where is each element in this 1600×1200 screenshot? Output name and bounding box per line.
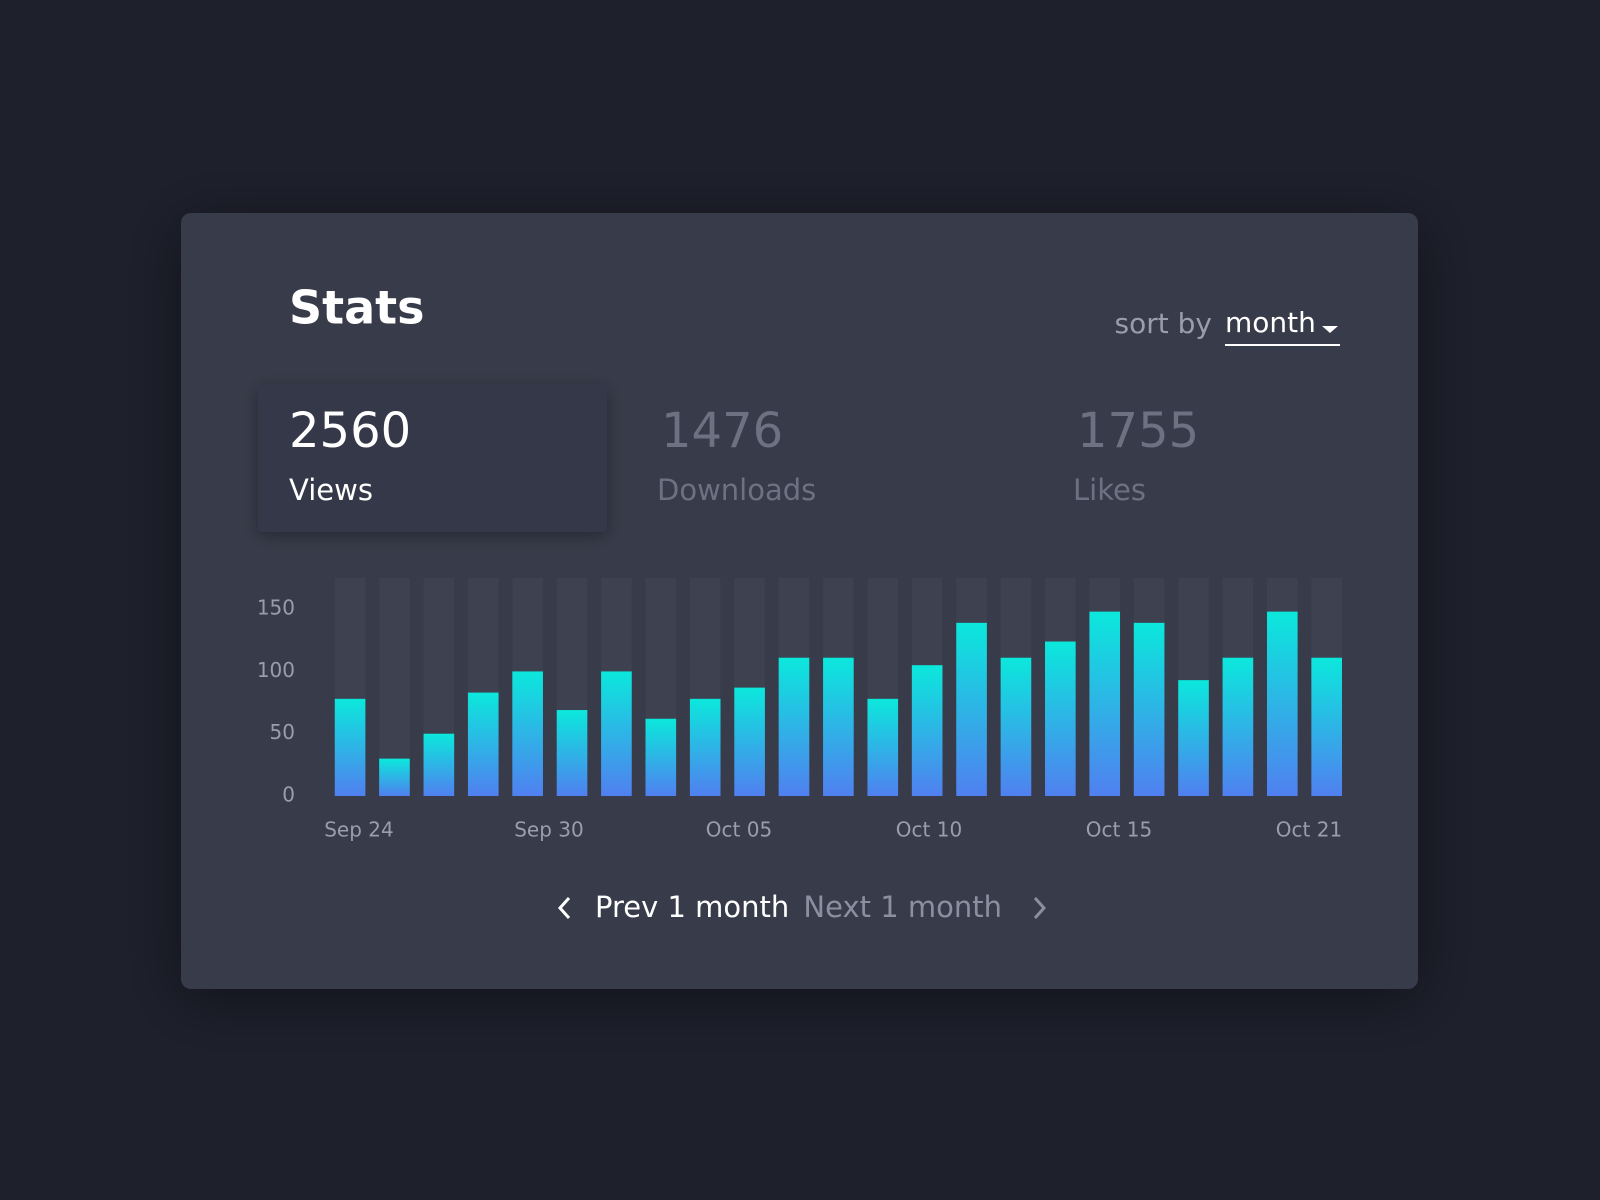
bar [956,622,987,796]
stat-label: Likes [1073,473,1146,507]
bar [334,698,366,796]
prev-label: Prev 1 month [595,890,789,924]
x-tick-label: Oct 10 [896,818,962,842]
bar [1311,657,1342,796]
y-tick-label: 150 [257,596,295,620]
bar [1222,657,1254,796]
bar [778,657,810,796]
sort-label: sort by [1115,307,1212,340]
bar [379,758,410,796]
stat-value: 1755 [1077,403,1199,459]
sort-value: month [1225,306,1316,339]
bar [1045,641,1076,796]
prev-button[interactable]: Prev 1 month [557,890,789,924]
bar [1178,680,1209,796]
stat-tab[interactable]: 1755 Likes [1073,403,1199,507]
x-tick-label: Sep 30 [514,818,584,842]
prev-icon [557,896,571,920]
x-tick-label: Oct 21 [1276,818,1342,842]
sort-dropdown[interactable]: month [1225,306,1340,346]
bar [867,698,899,796]
bar [556,710,588,796]
x-tick-label: Oct 15 [1086,818,1152,842]
y-tick-label: 50 [270,720,295,744]
bar [645,718,677,796]
title: Stats [289,281,425,335]
bar [512,671,543,796]
bar [1133,622,1165,796]
next-label: Next 1 month [803,890,1002,924]
x-tick-label: Oct 05 [706,818,772,842]
bar [911,665,943,796]
bar [689,698,721,796]
bar [823,657,854,796]
bar [423,733,455,796]
selected-tab [258,384,607,532]
y-tick-label: 0 [282,783,295,807]
bar [1266,611,1298,796]
stat-value: 1476 [661,403,783,459]
y-tick-label: 100 [257,658,295,682]
stat-label: Views [289,473,373,507]
stat-tab[interactable]: 1476 Downloads [657,403,816,507]
x-tick-label: Sep 24 [324,818,394,842]
stat-tab[interactable]: 2560 Views [289,403,411,507]
bar [734,687,765,796]
bar [601,671,632,796]
stat-value: 2560 [289,403,411,459]
stat-label: Downloads [657,473,816,507]
bar [1000,657,1032,796]
dropdown-arrow [1322,326,1338,333]
next-icon [1033,896,1047,920]
bar [467,692,499,796]
next-button[interactable]: Next 1 month [803,890,1047,924]
bar [1089,611,1121,796]
